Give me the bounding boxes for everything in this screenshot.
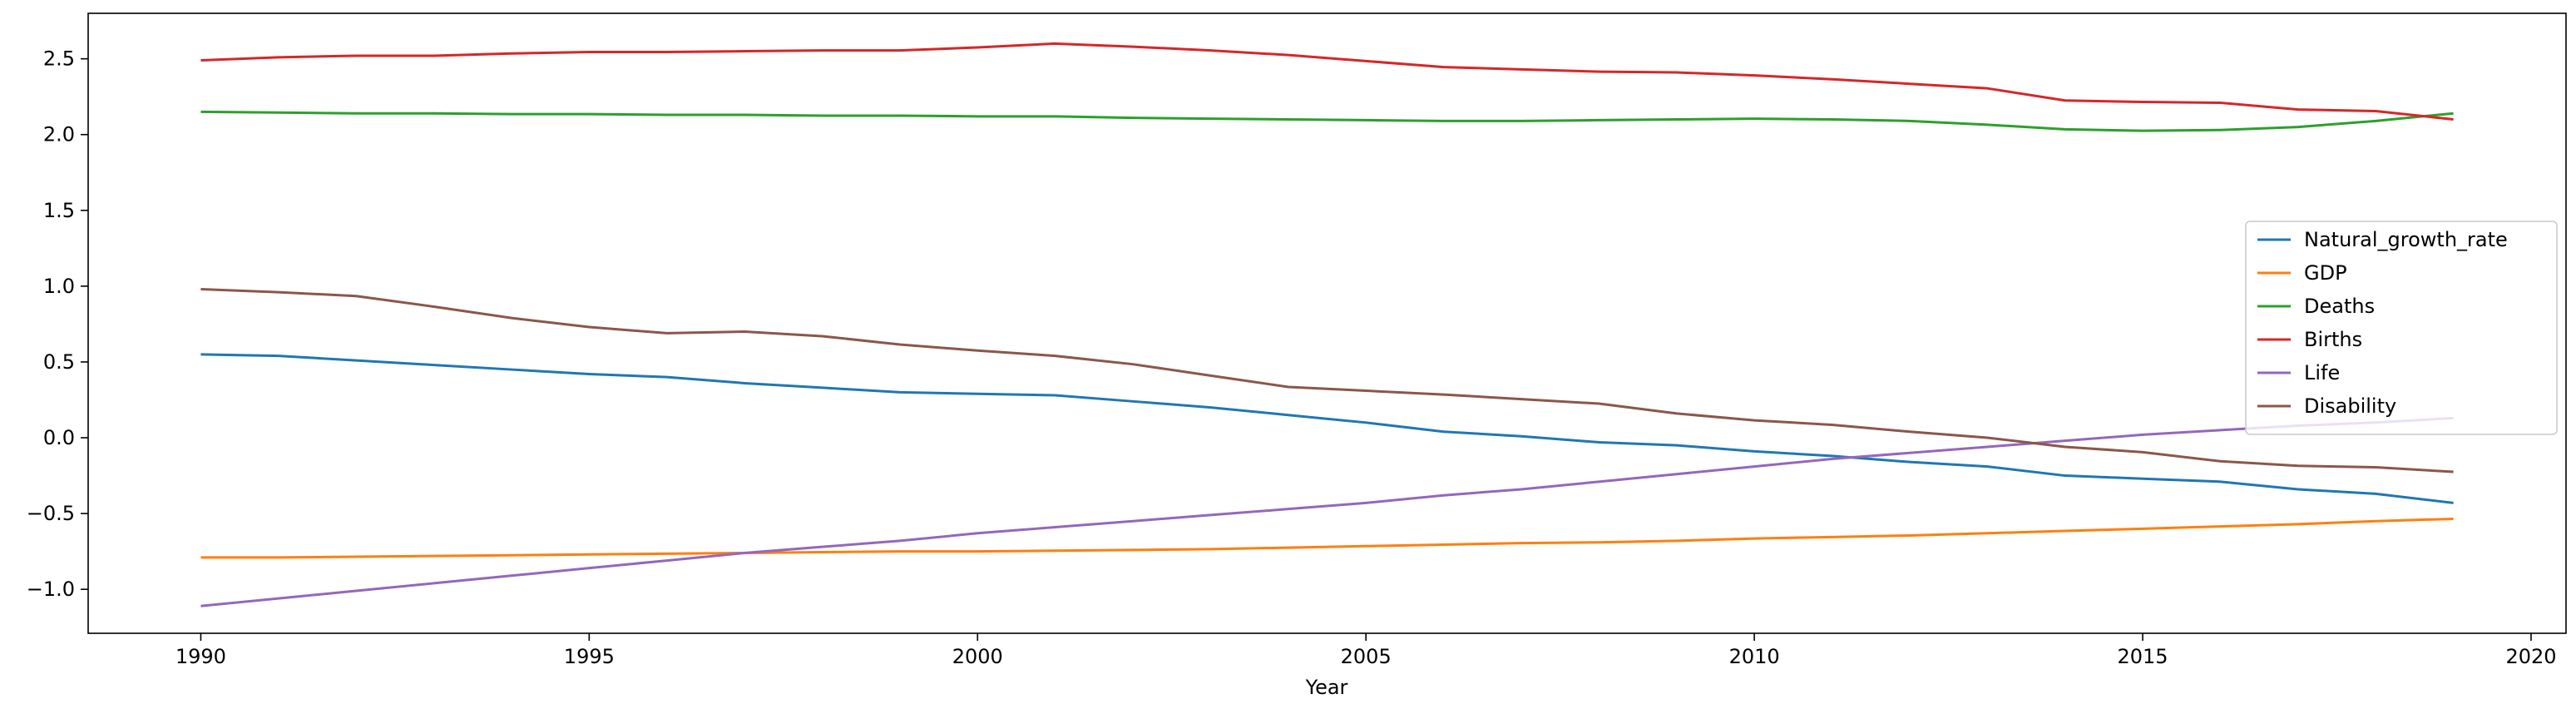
y-tick-label: −0.5 <box>27 502 75 525</box>
series-line-disability <box>200 288 2454 474</box>
legend-label: Life <box>2304 361 2340 384</box>
y-tick-label: 1.0 <box>43 275 75 298</box>
y-tick-label: 0.0 <box>43 426 75 449</box>
x-axis-title: Year <box>1305 676 1348 699</box>
y-tick-label: 1.5 <box>43 199 75 222</box>
y-tick-label: 2.0 <box>43 123 75 146</box>
x-tick-label: 2020 <box>2505 645 2556 668</box>
plot-frame <box>87 12 2567 634</box>
legend-label: Natural_growth_rate <box>2304 228 2508 251</box>
series-line-gdp <box>200 517 2454 559</box>
series-line-life <box>200 416 2454 607</box>
legend-label: Births <box>2304 328 2362 351</box>
legend-box <box>2245 221 2558 435</box>
series-line-births <box>200 42 2454 121</box>
legend-label: Deaths <box>2304 295 2375 318</box>
series-line-deaths <box>200 110 2454 132</box>
legend-label: Disability <box>2304 394 2396 418</box>
legend-label: GDP <box>2304 261 2347 285</box>
x-tick-label: 1990 <box>176 645 226 668</box>
x-axis: 1990 1995 2000 2005 2010 2015 2020 <box>176 633 2557 668</box>
x-tick-label: 2000 <box>952 645 1003 668</box>
x-tick-label: 2010 <box>1729 645 1780 668</box>
y-tick-label: 0.5 <box>43 350 75 374</box>
legend: Natural_growth_rate GDP Deaths Births Life Di… <box>2245 221 2558 435</box>
series-layer <box>200 42 2454 607</box>
y-axis: −1.0 −0.5 0.0 0.5 1.0 1.5 2.0 2.5 <box>27 47 88 601</box>
y-tick-label: 2.5 <box>43 47 75 71</box>
series-line-natural-growth-rate <box>200 353 2454 504</box>
x-tick-label: 2005 <box>1341 645 1392 668</box>
x-tick-label: 1995 <box>564 645 615 668</box>
y-tick-label: −1.0 <box>27 578 75 601</box>
x-tick-label: 2015 <box>2118 645 2168 668</box>
